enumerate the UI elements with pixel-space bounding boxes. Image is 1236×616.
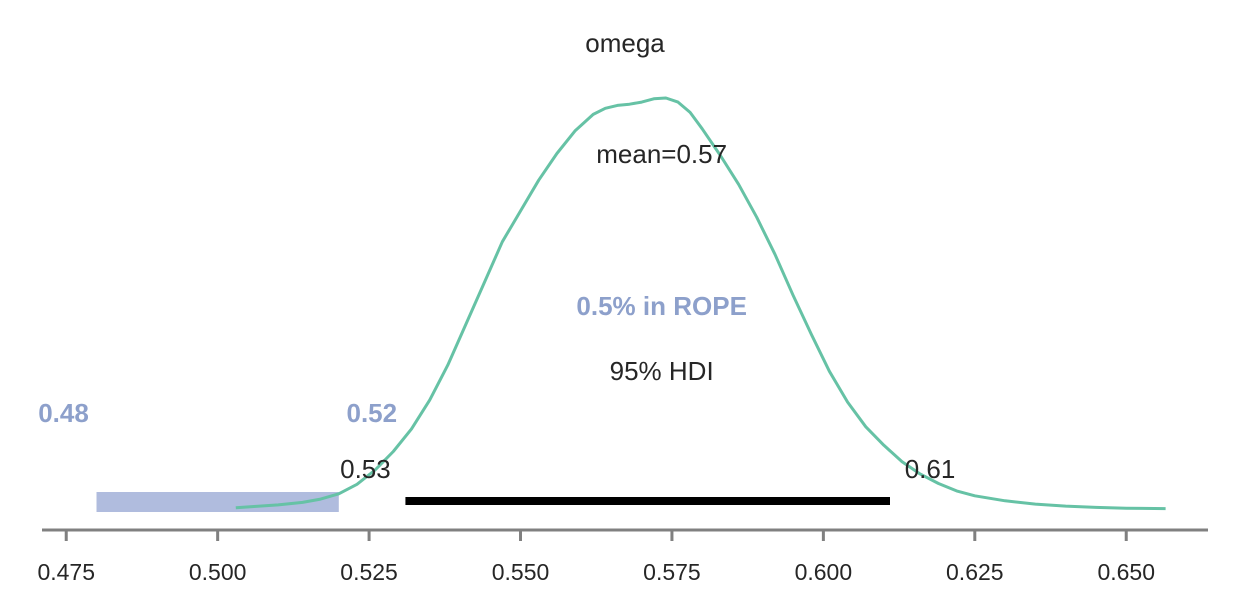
x-tick-label: 0.650 bbox=[1097, 559, 1155, 585]
x-tick-label: 0.525 bbox=[340, 559, 398, 585]
x-tick-label: 0.550 bbox=[492, 559, 550, 585]
rope-high-label: 0.52 bbox=[346, 398, 397, 428]
x-tick-label: 0.600 bbox=[795, 559, 853, 585]
x-tick-label: 0.500 bbox=[189, 559, 247, 585]
x-tick-label: 0.625 bbox=[946, 559, 1004, 585]
chart-title: omega bbox=[585, 28, 665, 58]
x-tick-label: 0.475 bbox=[37, 559, 95, 585]
rope-bar bbox=[96, 492, 339, 512]
mean-label: mean=0.57 bbox=[596, 139, 727, 169]
rope-percent-label: 0.5% in ROPE bbox=[576, 291, 747, 321]
hdi-low-label: 0.53 bbox=[340, 454, 391, 484]
hdi-high-label: 0.61 bbox=[905, 454, 956, 484]
x-tick-label: 0.575 bbox=[643, 559, 701, 585]
rope-low-label: 0.48 bbox=[38, 398, 89, 428]
density-curve bbox=[235, 96, 1166, 511]
hdi-label: 95% HDI bbox=[610, 356, 714, 386]
x-axis-ticks: 0.475 0.500 0.525 0.550 0.575 0.600 0.625 0.650 bbox=[37, 530, 1155, 585]
